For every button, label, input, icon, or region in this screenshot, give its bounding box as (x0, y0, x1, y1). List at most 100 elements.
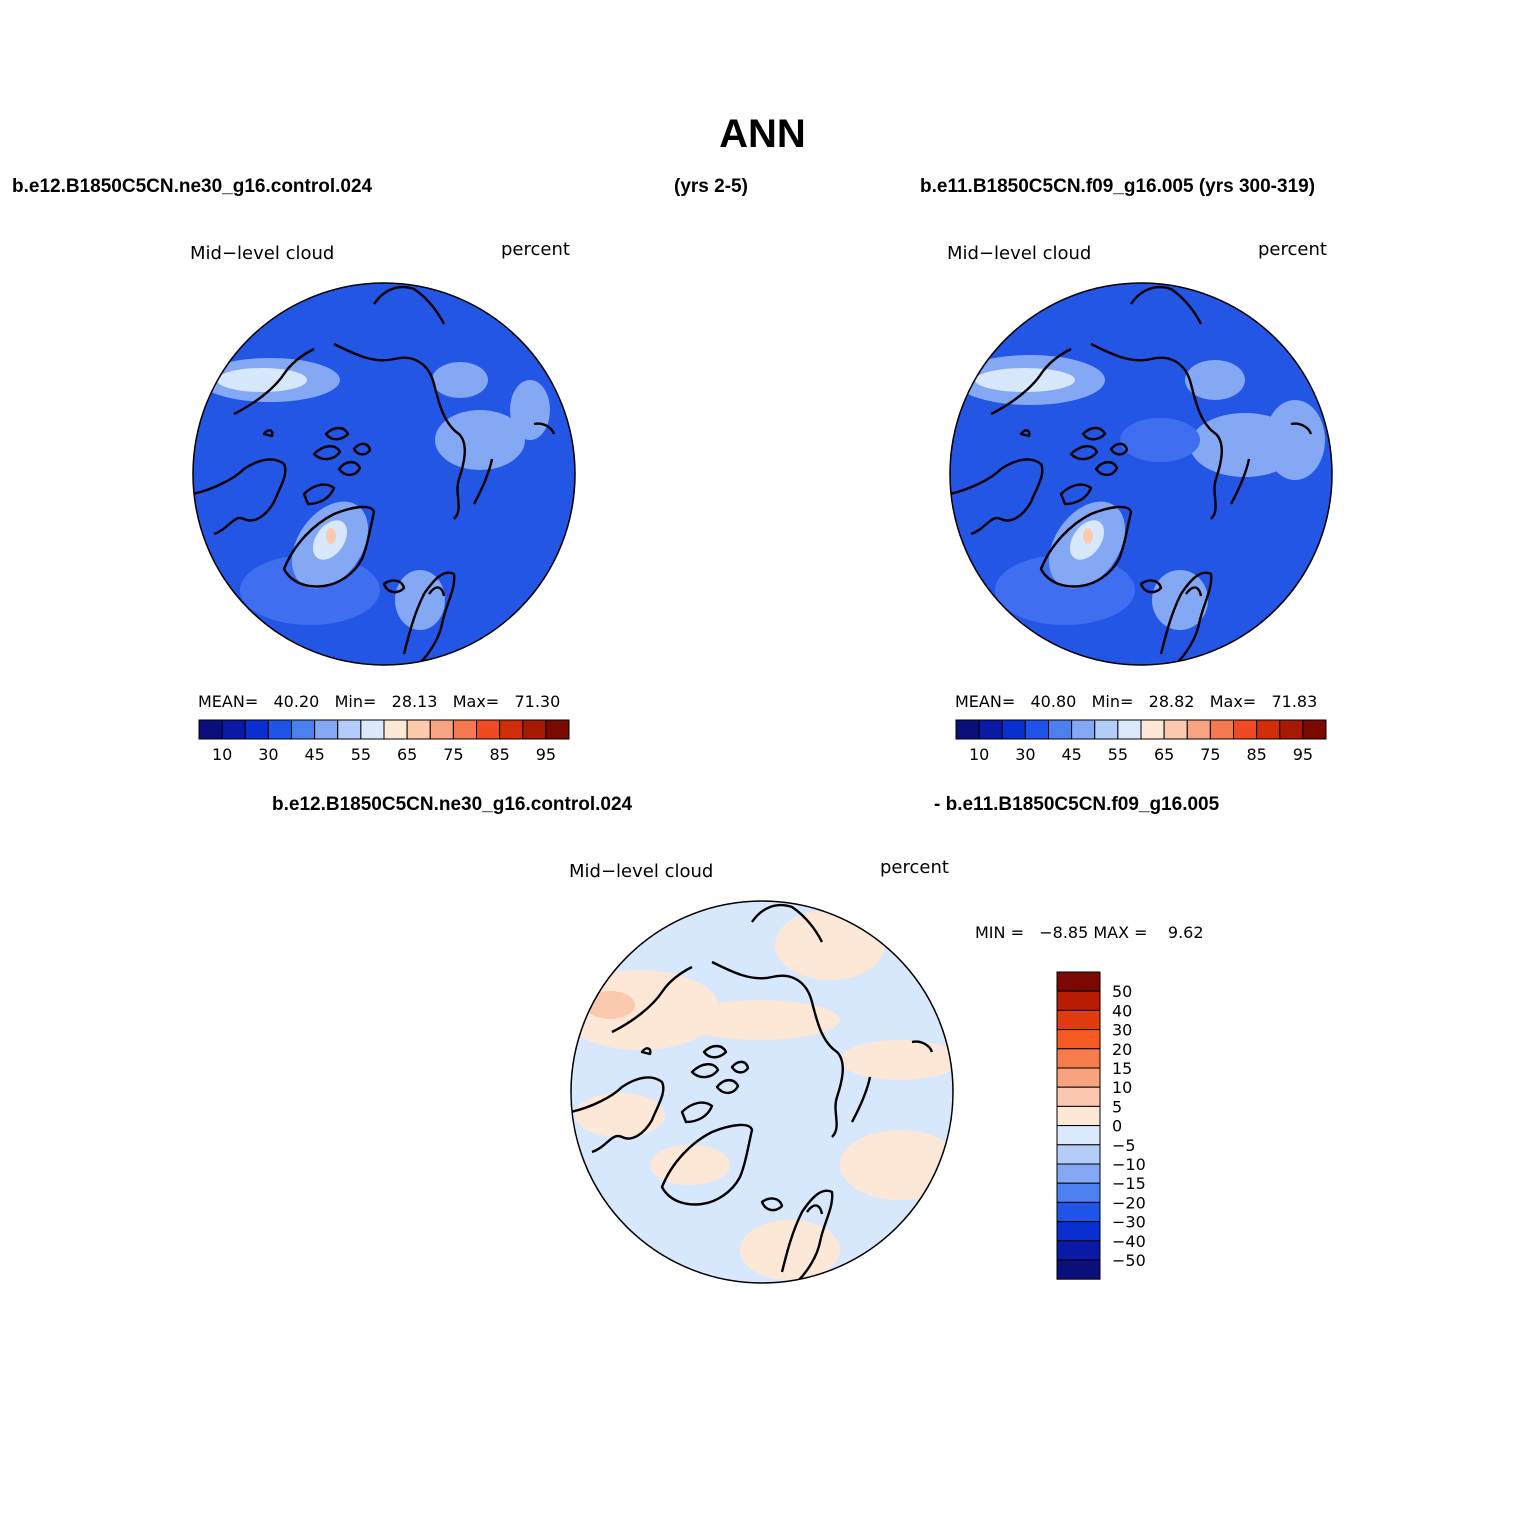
panel1-max: 71.30 (514, 692, 561, 711)
colorbar-panel3-tick-label: 15 (1112, 1059, 1132, 1078)
colorbar-panel3-swatch (1056, 1221, 1101, 1242)
colorbar-panel2-swatch (978, 719, 1003, 740)
colorbar-panel2-swatch (1302, 719, 1327, 740)
colorbar-panel1-tick-label: 75 (443, 745, 463, 764)
colorbar-panel1-swatch (522, 719, 547, 740)
colorbar-panel2-swatch (1186, 719, 1211, 740)
panel3-variable: Mid−level cloud (569, 861, 714, 882)
colorbar-panel2-swatch (1140, 719, 1165, 740)
panel2-cloud-patch (1152, 570, 1208, 630)
colorbar-panel3-swatch (1056, 1009, 1101, 1031)
panel2-cloud-patch (1265, 400, 1325, 480)
colorbar-panel2-swatch (1117, 719, 1142, 740)
colorbar-panel2-tick-label: 85 (1246, 745, 1266, 764)
panel1-cloud-patch (510, 380, 550, 440)
colorbar-panel2-tick-label: 30 (1015, 745, 1035, 764)
panel1-cloud-patch (435, 410, 525, 470)
colorbar-panel3-tick-label: 10 (1112, 1078, 1132, 1097)
colorbar-panel3-tick-label: 50 (1112, 982, 1132, 1001)
colorbar-panel3-tick-label: −40 (1112, 1232, 1146, 1251)
panel1-map (192, 282, 576, 666)
colorbar-panel3-swatch (1056, 1259, 1101, 1280)
panel2-cloud-patch (1120, 418, 1200, 462)
case2-label: b.e11.B1850C5CN.f09_g16.005 (yrs 300-319… (920, 176, 1316, 197)
panel2-mean: 40.80 (1030, 692, 1077, 711)
panel2-units: percent (1258, 239, 1327, 260)
colorbar-panel3-tick-label: 40 (1112, 1001, 1132, 1020)
colorbar-panel3-tick-label: −20 (1112, 1193, 1146, 1212)
panel1-min-label: Min= (334, 692, 377, 711)
panel3-diff-patch (585, 991, 635, 1019)
panel3-diff-patch (840, 1130, 953, 1200)
panel3-diff-patch (650, 1145, 730, 1185)
colorbar-panel1-tick-label: 85 (489, 745, 509, 764)
colorbar-panel3-tick-label: −10 (1112, 1155, 1146, 1174)
colorbar-panel1-tick-label: 65 (397, 745, 417, 764)
colorbar-panel3-swatch (1056, 1240, 1101, 1261)
panel1-max-label: Max= (452, 692, 500, 711)
colorbar-panel2-swatch (1279, 719, 1304, 740)
colorbar-panel3-tick-label: 0 (1112, 1117, 1122, 1136)
case1-label: b.e12.B1850C5CN.ne30_g16.control.024 (12, 176, 373, 197)
colorbar-panel3-tick-label: −15 (1112, 1174, 1146, 1193)
colorbar-panel1-tick-label: 10 (212, 745, 232, 764)
colorbar-panel3-tick-label: −5 (1112, 1136, 1136, 1155)
colorbar-panel3-tick-label: 30 (1112, 1021, 1132, 1040)
panel3-stats: MIN = −8.85 MAX = 9.62 (975, 923, 1204, 942)
panel3-diff-patch (740, 1220, 840, 1280)
panel3-units: percent (880, 857, 949, 878)
colorbar-panel2-swatch (1209, 719, 1234, 740)
panel2-cloud-patch (1185, 360, 1245, 400)
panel1-stats: MEAN= 40.20 Min= 28.13 Max= 71.30 (198, 692, 560, 711)
panel2-min: 28.82 (1148, 692, 1195, 711)
panel2-max-label: Max= (1209, 692, 1257, 711)
colorbar-panel3-tick-label: 20 (1112, 1040, 1132, 1059)
colorbar-panel1-swatch (198, 719, 223, 740)
colorbar-panel1-swatch (267, 719, 292, 740)
panel2-map (949, 282, 1333, 666)
colorbar-panel3-tick-label: −30 (1112, 1213, 1146, 1232)
panel1-map-border (192, 282, 576, 666)
colorbar-panel2-swatch (1094, 719, 1119, 740)
colorbar-panel1: 10 30 45 55 65 75 85 95 (198, 719, 570, 764)
colorbar-panel2-tick-label: 95 (1293, 745, 1313, 764)
colorbar-panel2-swatch (1163, 719, 1188, 740)
colorbar-panel3-tick-label: 5 (1112, 1097, 1122, 1116)
colorbar-panel1-tick-label: 45 (304, 745, 324, 764)
panel2-mean-label: MEAN= (955, 692, 1016, 711)
colorbar-panel1-swatch (476, 719, 501, 740)
panel1-units: percent (501, 239, 570, 260)
panel2-cloud-patch (975, 368, 1075, 392)
colorbar-panel2: 10 30 45 55 65 75 85 95 (955, 719, 1327, 764)
panel2-max: 71.83 (1271, 692, 1318, 711)
colorbar-panel1-swatch (291, 719, 316, 740)
panel3-diff-patch (575, 1093, 665, 1137)
colorbar-panel2-tick-label: 55 (1108, 745, 1128, 764)
panel1-mean-label: MEAN= (198, 692, 259, 711)
colorbar-panel3-swatch (1056, 1182, 1101, 1203)
panel1-mean: 40.20 (273, 692, 320, 711)
colorbar-panel3-swatch (1056, 971, 1101, 992)
colorbar-panel2-swatch (1233, 719, 1258, 740)
colorbar-panel2-swatch (1001, 719, 1026, 740)
panel1-variable: Mid−level cloud (190, 243, 335, 264)
colorbar-panel2-tick-label: 75 (1200, 745, 1220, 764)
colorbar-panel3-swatch (1056, 1086, 1101, 1107)
colorbar-panel1-swatch (244, 719, 269, 740)
page-title: ANN (719, 112, 806, 156)
colorbar-panel3-swatch (1056, 1144, 1101, 1165)
colorbar-panel1-swatch (545, 719, 570, 740)
panel2-cloud-patch (1083, 528, 1093, 544)
panel3-diff-patch (775, 910, 885, 980)
colorbar-panel1-swatch (360, 719, 385, 740)
diff-case2-label: - b.e11.B1850C5CN.f09_g16.005 (934, 794, 1220, 815)
colorbar-panel1-swatch (429, 719, 454, 740)
colorbar-panel3-swatch (1056, 1067, 1101, 1088)
panel1-cloud-patch (432, 362, 488, 398)
panel3-diff-patch (680, 1000, 840, 1040)
colorbar-panel2-tick-label: 65 (1154, 745, 1174, 764)
panel3-map (570, 900, 954, 1284)
colorbar-panel3-swatch (1056, 1163, 1101, 1184)
